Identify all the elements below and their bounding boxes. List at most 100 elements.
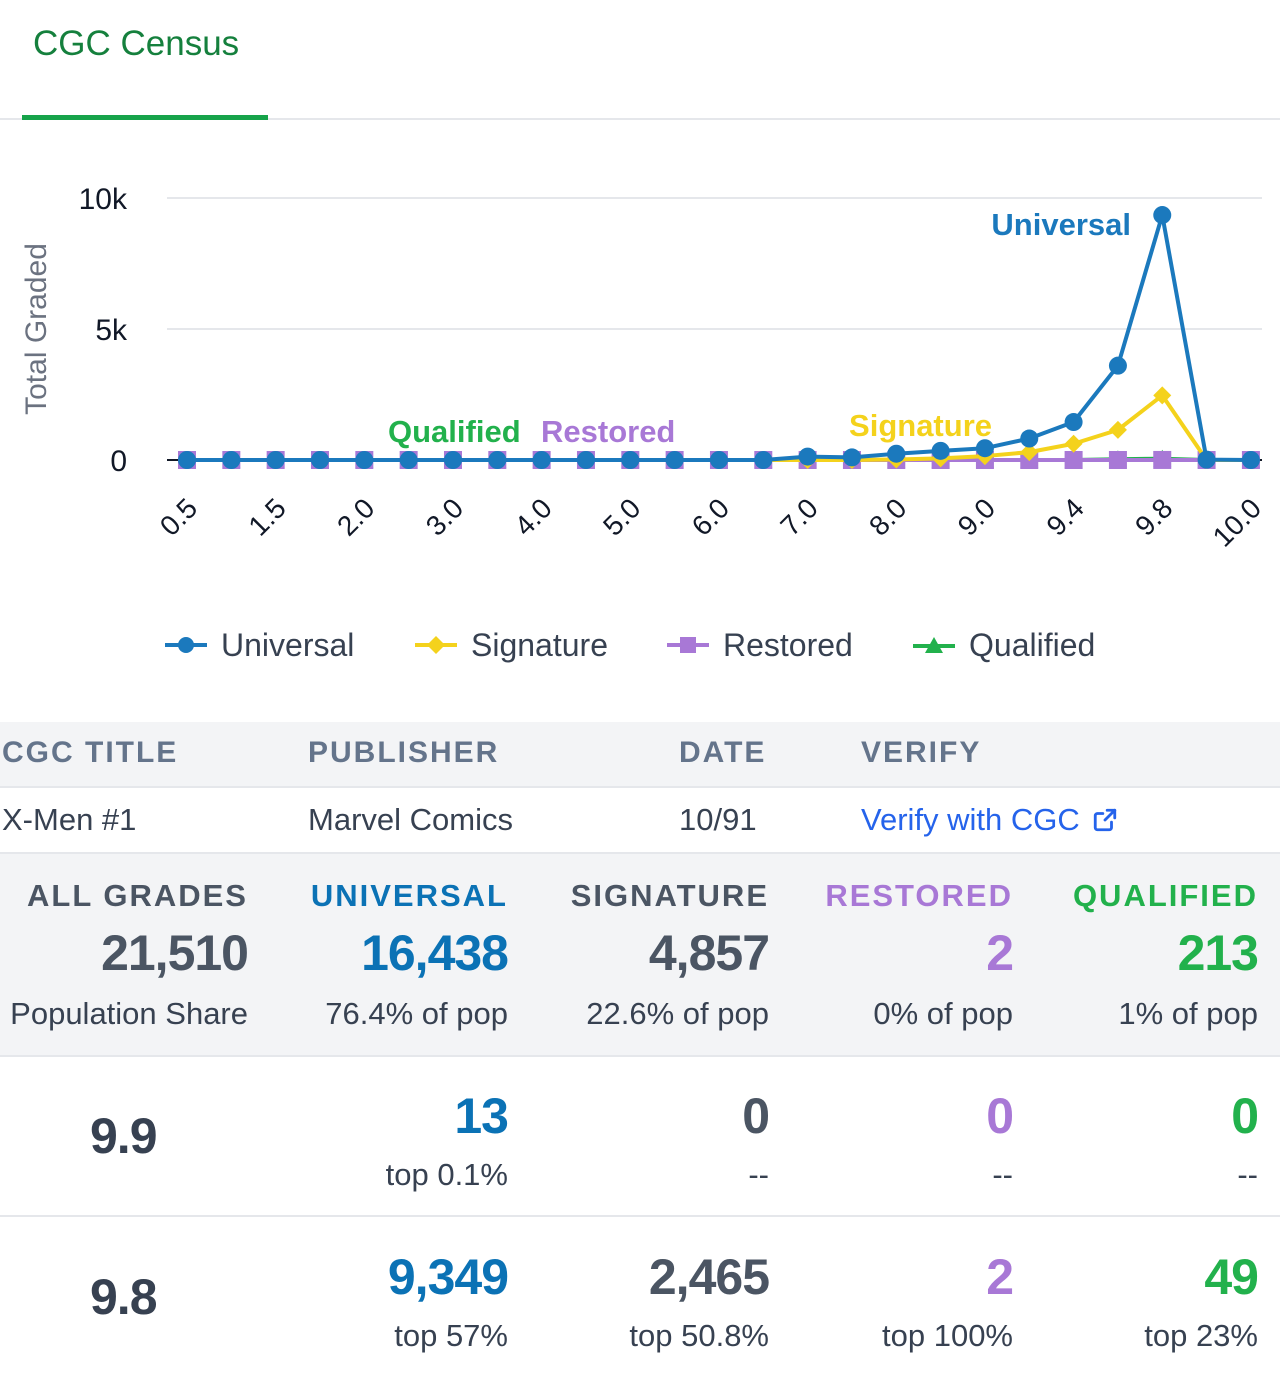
annotation-universal: Universal (991, 207, 1131, 242)
tab-bar: CGC Census (0, 0, 1280, 120)
y-axis-title: Total Graded (20, 243, 53, 415)
header-date: DATE (679, 736, 766, 770)
universal-point (710, 451, 728, 469)
grade-universal-count: 13 (454, 1087, 508, 1145)
universal-point (533, 451, 551, 469)
tab-label: CGC Census (33, 24, 239, 64)
grade-label: 9.8 (90, 1268, 157, 1326)
comic-date: 10/91 (679, 802, 757, 838)
grade-qualified-pct: -- (1237, 1157, 1258, 1193)
restored-point (1153, 451, 1171, 469)
universal-point (1020, 430, 1038, 448)
y-tick-label: 10k (79, 183, 128, 216)
summary-signature: SIGNATURE 4,857 22.6% of pop (540, 854, 769, 1054)
x-tick-label: 3.0 (420, 492, 469, 541)
summary-universal-label: UNIVERSAL (311, 878, 508, 914)
summary-restored-label: RESTORED (825, 878, 1013, 914)
summary-qualified: QUALIFIED 213 1% of pop (1040, 854, 1258, 1054)
grade-universal-count: 9,349 (388, 1248, 508, 1306)
universal-point (267, 451, 285, 469)
summary-all-sub: Population Share (10, 996, 248, 1032)
header-publisher: PUBLISHER (308, 736, 499, 770)
x-tick-label: 4.0 (508, 492, 557, 541)
grade-row: 9.8 9,349 top 57% 2,465 top 50.8% 2 top … (0, 1218, 1280, 1378)
x-tick-label: 9.0 (952, 492, 1001, 541)
restored-point (1109, 451, 1127, 469)
signature-point (1065, 435, 1083, 453)
universal-point (222, 451, 240, 469)
grade-signature-pct: top 50.8% (629, 1318, 769, 1354)
summary-restored: RESTORED 2 0% of pop (800, 854, 1013, 1054)
grade-universal-pct: top 57% (394, 1318, 508, 1354)
legend-item-universal[interactable]: Universal (163, 620, 354, 670)
universal-point (1153, 206, 1171, 224)
grade-cell-restored: 2 top 100% (800, 1218, 1013, 1378)
x-tick-label: 7.0 (774, 492, 823, 541)
restored-point (1065, 451, 1083, 469)
universal-point (666, 451, 684, 469)
universal-point (843, 448, 861, 466)
universal-point (444, 451, 462, 469)
summary-qualified-value: 213 (1178, 924, 1258, 982)
universal-point (400, 451, 418, 469)
grade-cell-universal: 13 top 0.1% (280, 1057, 508, 1217)
summary-all-grades: ALL GRADES 21,510 Population Share (0, 854, 248, 1054)
x-tick-label: 10.0 (1207, 492, 1267, 552)
grade-signature-count: 0 (742, 1087, 769, 1145)
legend-label-signature: Signature (471, 627, 608, 664)
x-tick-label: 8.0 (863, 492, 912, 541)
universal-point (621, 451, 639, 469)
grade-qualified-count: 49 (1204, 1248, 1258, 1306)
legend-label-restored: Restored (723, 627, 853, 664)
chart-legend: Universal Signature Restored Qualified (0, 620, 1280, 670)
universal-point (887, 445, 905, 463)
summary-restored-sub: 0% of pop (873, 996, 1013, 1032)
y-tick-label: 0 (110, 445, 127, 478)
tab-cgc-census[interactable]: CGC Census (22, 0, 268, 120)
grade-row: 9.9 13 top 0.1% 0 -- 0 -- 0 -- (0, 1057, 1280, 1217)
legend-label-universal: Universal (221, 627, 354, 664)
summary-qualified-label: QUALIFIED (1073, 878, 1258, 914)
grade-signature-count: 2,465 (649, 1248, 769, 1306)
grade-restored-pct: -- (992, 1157, 1013, 1193)
summary-universal-value: 16,438 (361, 924, 508, 982)
grade-cell-universal: 9,349 top 57% (280, 1218, 508, 1378)
summary-signature-label: SIGNATURE (571, 878, 769, 914)
summary-universal: UNIVERSAL 16,438 76.4% of pop (280, 854, 508, 1054)
universal-point (754, 451, 772, 469)
external-link-icon (1092, 807, 1118, 833)
x-tick-label: 2.0 (331, 492, 380, 541)
grade-signature-pct: -- (748, 1157, 769, 1193)
legend-restored-marker (665, 635, 711, 655)
grade-cell-restored: 0 -- (800, 1057, 1013, 1217)
grade-qualified-pct: top 23% (1144, 1318, 1258, 1354)
comic-publisher: Marvel Comics (308, 802, 513, 838)
summary-all-value: 21,510 (101, 924, 248, 982)
grade-qualified-count: 0 (1231, 1087, 1258, 1145)
annotation-restored: Restored (541, 414, 675, 449)
summary-universal-sub: 76.4% of pop (325, 996, 508, 1032)
universal-point (1242, 451, 1260, 469)
y-tick-label: 5k (95, 314, 128, 347)
header-cgc-title: CGC TITLE (2, 736, 178, 770)
verify-link-label: Verify with CGC (861, 802, 1080, 838)
comic-title: X-Men #1 (2, 802, 136, 838)
verify-with-cgc-link[interactable]: Verify with CGC (861, 802, 1118, 838)
info-table-row: X-Men #1 Marvel Comics 10/91 Verify with… (0, 788, 1280, 854)
series-line-universal (187, 215, 1251, 460)
x-tick-label: 0.5 (154, 492, 203, 541)
annotation-signature: Signature (849, 408, 992, 443)
annotation-qualified: Qualified (388, 414, 521, 449)
legend-qualified-marker (911, 634, 957, 656)
grade-restored-count: 0 (986, 1087, 1013, 1145)
x-tick-label: 1.5 (242, 492, 291, 541)
universal-point (932, 442, 950, 460)
legend-item-qualified[interactable]: Qualified (911, 620, 1095, 670)
summary-signature-sub: 22.6% of pop (586, 996, 769, 1032)
universal-point (311, 451, 329, 469)
universal-point (355, 451, 373, 469)
grade-restored-count: 2 (986, 1248, 1013, 1306)
legend-item-signature[interactable]: Signature (413, 620, 608, 670)
legend-item-restored[interactable]: Restored (665, 620, 853, 670)
x-tick-label: 5.0 (597, 492, 646, 541)
